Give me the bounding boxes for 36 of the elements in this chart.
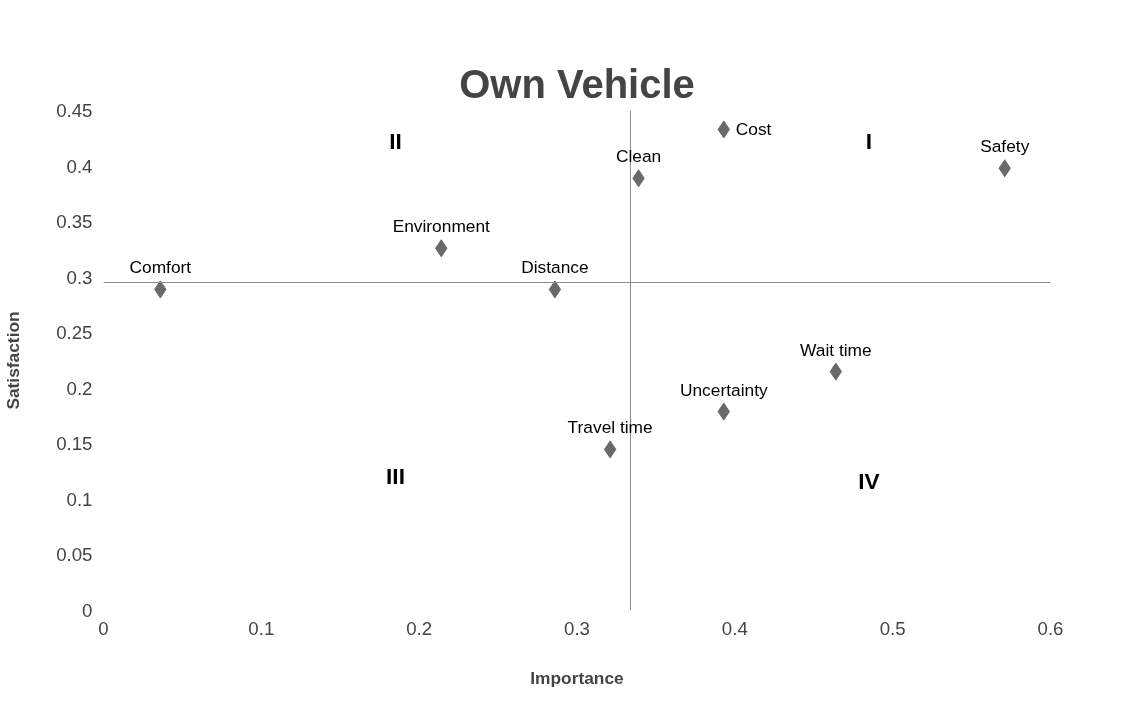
y-tick-label: 0.4 xyxy=(66,155,93,177)
annotation: Clean xyxy=(615,146,662,167)
point xyxy=(548,280,562,299)
annotation: Uncertainty xyxy=(679,379,768,400)
annotation: Cost xyxy=(735,119,772,140)
y-tick-label: 0.25 xyxy=(56,322,93,344)
y-tick-label: 0.1 xyxy=(66,488,93,510)
x-tick-label: 0.2 xyxy=(406,617,433,639)
y-tick-label: 0.05 xyxy=(56,544,93,566)
x-axis-title: Importance xyxy=(530,667,625,688)
annotation: III xyxy=(386,462,405,489)
y-tick-label: 0 xyxy=(82,600,93,621)
y-tick-label: 0.15 xyxy=(56,433,93,455)
annotation: Safety xyxy=(980,136,1030,157)
annotation: IV xyxy=(858,467,880,494)
x-tick-label: 0.6 xyxy=(1037,617,1064,639)
annotation: Comfort xyxy=(129,257,192,278)
y-tick-label: 0.3 xyxy=(66,266,93,288)
point xyxy=(829,362,843,381)
annotation: II xyxy=(389,127,402,154)
annotation: Environment xyxy=(392,216,491,237)
y-axis-title: Satisfaction xyxy=(3,311,24,410)
x-tick-label: 0.1 xyxy=(248,617,275,639)
x-tick-label: 0.5 xyxy=(879,617,906,639)
y-tick-label: 0.2 xyxy=(66,377,93,399)
y-tick-label: 0.45 xyxy=(56,100,93,121)
x-tick-label: 0.3 xyxy=(564,617,590,639)
annotation: I xyxy=(865,127,873,154)
annotation: Wait time xyxy=(800,339,872,360)
y-tick-label: 0.35 xyxy=(56,211,93,233)
point xyxy=(603,440,617,459)
x-tick-label: 0 xyxy=(98,617,109,639)
chart-title: Own Vehicle xyxy=(459,61,695,106)
annotation: Distance xyxy=(521,257,589,278)
x-tick-label: 0.4 xyxy=(721,617,748,639)
annotation: Travel time xyxy=(567,417,653,438)
